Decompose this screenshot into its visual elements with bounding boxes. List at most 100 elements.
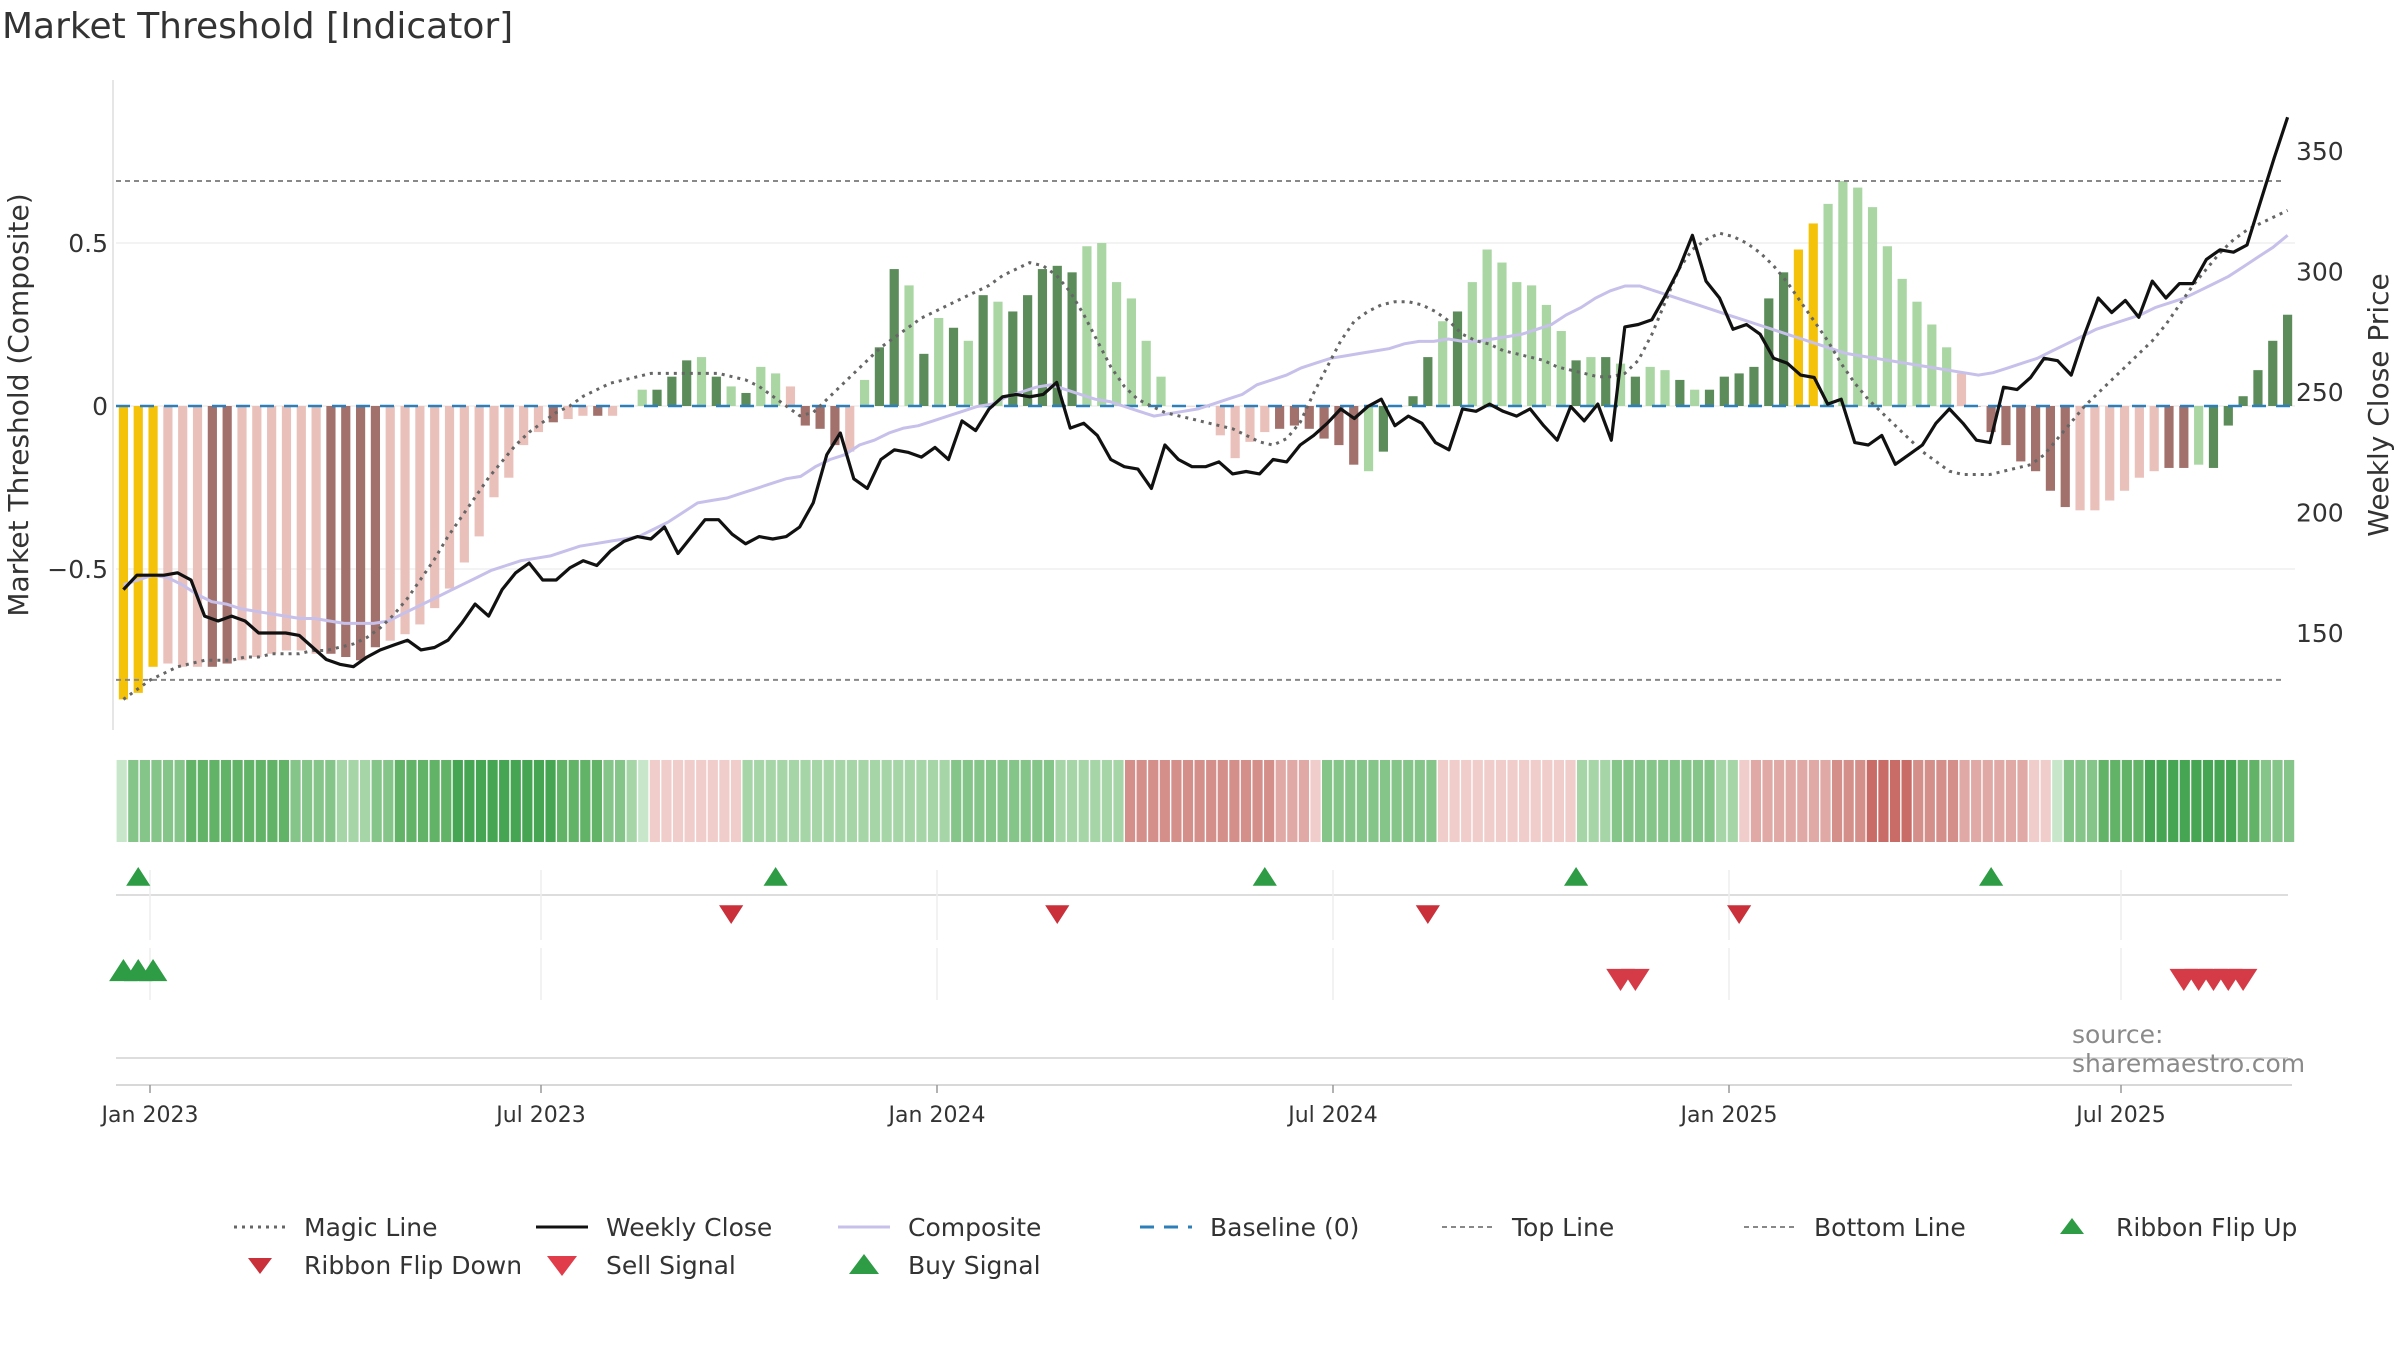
composite-bar [904, 285, 914, 406]
series-lines [122, 116, 2290, 701]
legend-swatch-magic-line [234, 1225, 286, 1229]
ribbon-cell [2029, 760, 2040, 842]
y2tick-label: 350 [2296, 137, 2344, 166]
ribbon-cell [325, 760, 336, 842]
ribbon-cell [1913, 760, 1924, 842]
ribbon-cell [1762, 760, 1773, 842]
ribbon-cell [545, 760, 556, 842]
composite-bar [741, 392, 751, 406]
ribbon-cell [614, 760, 626, 842]
composite-bar [1660, 370, 1670, 406]
composite-bar [1823, 203, 1833, 406]
composite-bar [1586, 357, 1596, 406]
composite-bar [563, 406, 573, 420]
ribbon-cell [1820, 760, 1831, 842]
ribbon-cell [1182, 760, 1194, 842]
weekly-close-line [122, 116, 2290, 669]
composite-bar [1719, 376, 1729, 406]
xtick-label: Jan 2023 [100, 1103, 199, 1128]
composite-bar [771, 373, 781, 406]
ribbon-cell [1611, 760, 1622, 842]
ribbon-cell [2237, 760, 2248, 842]
ribbon-cell [730, 760, 742, 842]
ribbon-cell [522, 760, 533, 842]
composite-bar [2134, 406, 2144, 478]
ribbon-cell [2214, 760, 2225, 842]
composite-bar [726, 386, 736, 406]
buy-signal-marker [138, 959, 168, 982]
y2-axis-title: Weekly Close Price [2362, 273, 2395, 536]
ribbon-cell [1136, 760, 1147, 842]
sell-triangle-icon [547, 1256, 577, 1276]
ribbon-cell [255, 760, 266, 842]
legend-label-ribbon-flip-down: Ribbon Flip Down [304, 1250, 523, 1280]
ribbon-cell [1148, 760, 1159, 842]
ribbon-cell [2168, 760, 2179, 842]
composite-bar [1186, 406, 1196, 407]
ribbon-cell [302, 760, 313, 842]
composite-bar [1334, 406, 1344, 446]
composite-bar [1082, 246, 1092, 406]
legend-label-sell-signal: Sell Signal [606, 1250, 736, 1280]
composite-bar [1956, 373, 1967, 406]
composite-bar [593, 406, 603, 416]
composite-bar [1734, 373, 1744, 406]
ribbon-cell [997, 760, 1008, 842]
ribbon-cell [765, 760, 776, 842]
composite-bar [1156, 376, 1166, 406]
composite-bar [2194, 406, 2204, 465]
composite-bar [192, 406, 203, 667]
ribbon-cell [858, 760, 869, 842]
ribbon-cell [2284, 760, 2295, 842]
ribbon-cell [962, 760, 973, 842]
composite-bar [682, 360, 692, 406]
ribbon-flip-up-marker [1252, 867, 1277, 886]
ribbon-cell [1808, 760, 1819, 842]
ribbon-cell [139, 760, 150, 842]
ribbon-cell [533, 760, 545, 842]
composite-bar [993, 301, 1003, 406]
ribbon-cell [2272, 760, 2283, 842]
ribbon-flip-up-marker [1979, 867, 2004, 886]
ribbon-cell [394, 760, 405, 842]
ribbon-cell [2191, 760, 2202, 842]
ribbon-cell [788, 760, 800, 842]
composite-bar [296, 406, 306, 651]
xtick-label: Jul 2024 [1286, 1103, 1378, 1128]
ribbon-cell [568, 760, 579, 842]
ribbon-cell [1403, 760, 1414, 842]
xtick-label: Jul 2025 [2074, 1103, 2166, 1128]
ribbon-cell [1588, 760, 1599, 842]
ribbon-flip-up-marker [1563, 867, 1589, 886]
composite-bar [2031, 406, 2041, 472]
ribbon-cell [1982, 760, 1993, 842]
composite-bar [281, 406, 292, 651]
composite-bar [1111, 282, 1122, 406]
composite-bar [1704, 389, 1715, 406]
ribbon-cell [2040, 760, 2051, 842]
ribbon-cell [452, 760, 463, 842]
ribbon-cell [278, 760, 290, 842]
composite-bar [1838, 181, 1848, 406]
composite-bar [845, 406, 855, 452]
composite-bar [889, 269, 899, 406]
ribbon-cell [649, 760, 660, 842]
ribbon-flip-down-marker [1415, 905, 1440, 924]
ribbon-cell [1727, 760, 1738, 842]
ribbon-cell [1565, 760, 1576, 842]
ribbon-cell [742, 760, 753, 842]
composite-bar [341, 406, 351, 658]
ribbon-cell [1368, 760, 1379, 842]
composite-bar [1497, 262, 1507, 406]
buy-triangle-icon [849, 1254, 879, 1274]
composite-bar [1052, 265, 1062, 406]
composite-bar [163, 406, 173, 664]
composite-bar [948, 327, 959, 406]
ribbon-cell [1843, 760, 1854, 842]
ribbon-cell [1623, 760, 1634, 842]
ribbon-cell [1379, 760, 1391, 842]
composite-bar [1423, 357, 1433, 406]
composite-bar [237, 406, 247, 661]
legend-item-bottom-line: Bottom Line [1740, 1208, 1966, 1246]
ribbon-cell [1901, 760, 1912, 842]
